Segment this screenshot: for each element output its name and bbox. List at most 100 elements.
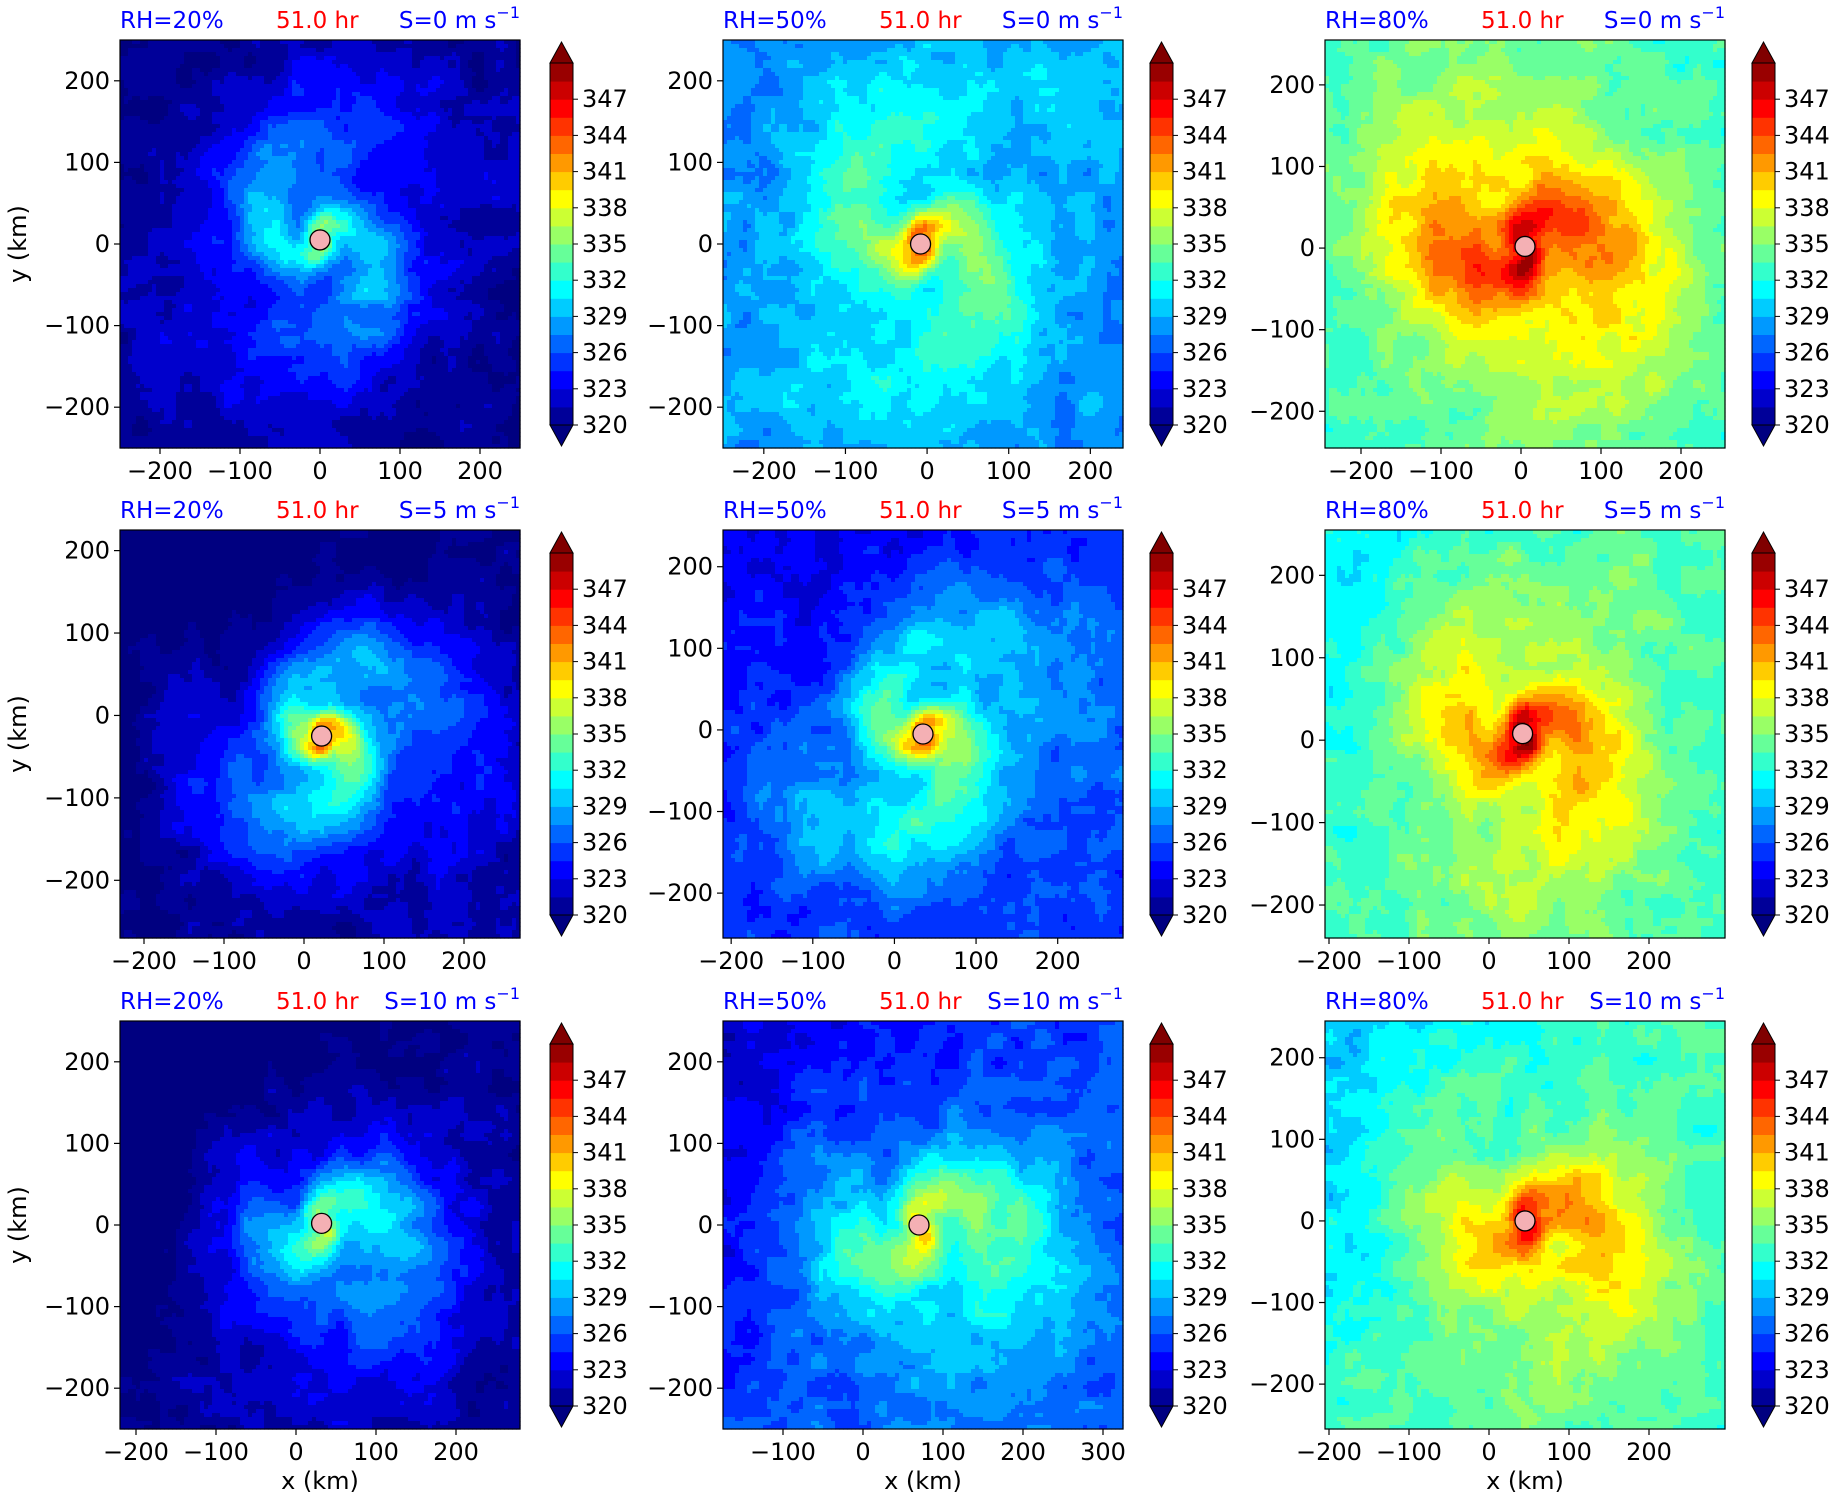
heatmap-cell bbox=[328, 44, 333, 49]
heatmap-cell bbox=[296, 48, 301, 53]
heatmap-cell bbox=[356, 48, 361, 53]
heatmap-cell bbox=[148, 56, 153, 61]
heatmap-cell bbox=[340, 52, 345, 57]
heatmap-cell bbox=[156, 56, 161, 61]
heatmap-cell bbox=[412, 40, 417, 45]
heatmap-cell bbox=[360, 56, 365, 61]
heatmap-cell bbox=[360, 40, 365, 45]
heatmap-cell bbox=[212, 48, 217, 53]
heatmap-cell bbox=[492, 48, 497, 53]
heatmap-cell bbox=[404, 44, 409, 49]
heatmap-cell bbox=[460, 48, 465, 53]
heatmap-cell bbox=[424, 48, 429, 53]
heatmap-cell bbox=[128, 52, 133, 57]
heatmap-cell bbox=[480, 40, 485, 45]
heatmap-cell bbox=[132, 40, 137, 45]
heatmap-cell bbox=[360, 48, 365, 53]
heatmap-cell bbox=[468, 48, 473, 53]
heatmap-cell bbox=[188, 48, 193, 53]
heatmap-cell bbox=[352, 44, 357, 49]
heatmap-cell bbox=[208, 44, 213, 49]
heatmap-cell bbox=[232, 40, 237, 45]
heatmap-cell bbox=[292, 52, 297, 57]
heatmap-cell bbox=[384, 48, 389, 53]
heatmap-cell bbox=[368, 40, 373, 45]
heatmap-cell bbox=[224, 56, 229, 61]
heatmap-cell bbox=[148, 52, 153, 57]
heatmap-cell bbox=[396, 52, 401, 57]
heatmap-cell bbox=[256, 52, 261, 57]
heatmap-cell bbox=[432, 40, 437, 45]
heatmap-cell bbox=[392, 48, 397, 53]
heatmap-cell bbox=[204, 40, 209, 45]
heatmap-cell bbox=[356, 40, 361, 45]
heatmap-cell bbox=[184, 48, 189, 53]
heatmap-cell bbox=[280, 52, 285, 57]
heatmap-cell bbox=[444, 48, 449, 53]
heatmap-cell bbox=[204, 44, 209, 49]
heatmap-cell bbox=[420, 44, 425, 49]
heatmap-cell bbox=[232, 52, 237, 57]
heatmap-cell bbox=[408, 52, 413, 57]
heatmap-cell bbox=[480, 48, 485, 53]
heatmap-cell bbox=[388, 48, 393, 53]
heatmap-cell bbox=[500, 44, 505, 49]
heatmap-cell bbox=[320, 40, 325, 45]
heatmap-cell bbox=[424, 40, 429, 45]
heatmap-cell bbox=[184, 44, 189, 49]
heatmap-cell bbox=[164, 40, 169, 45]
heatmap-cell bbox=[240, 40, 245, 45]
heatmap-cell bbox=[416, 48, 421, 53]
heatmap-cell bbox=[172, 56, 177, 61]
heatmap-cell bbox=[316, 56, 321, 61]
heatmap-cell bbox=[164, 48, 169, 53]
heatmap-cell bbox=[268, 44, 273, 49]
heatmap-cell bbox=[236, 52, 241, 57]
heatmap-cell bbox=[276, 44, 281, 49]
heatmap-cell bbox=[388, 44, 393, 49]
heatmap-cell bbox=[192, 48, 197, 53]
heatmap-cell bbox=[344, 52, 349, 57]
heatmap-cell bbox=[336, 44, 341, 49]
heatmap-cell bbox=[292, 56, 297, 61]
heatmap-cell bbox=[328, 40, 333, 45]
heatmap-cell bbox=[276, 56, 281, 61]
heatmap-cell bbox=[304, 48, 309, 53]
heatmap-cell bbox=[208, 48, 213, 53]
heatmap-cell bbox=[508, 44, 513, 49]
heatmap-cell bbox=[228, 56, 233, 61]
heatmap-cell bbox=[292, 40, 297, 45]
heatmap-cell bbox=[128, 44, 133, 49]
heatmap-cell bbox=[476, 52, 481, 57]
heatmap-cell bbox=[388, 56, 393, 61]
heatmap-cell bbox=[132, 56, 137, 61]
heatmap-cell bbox=[420, 56, 425, 61]
heatmap-cell bbox=[236, 44, 241, 49]
heatmap-cell bbox=[400, 52, 405, 57]
heatmap-cell bbox=[288, 40, 293, 45]
heatmap-cell bbox=[264, 40, 269, 45]
heatmap-cell bbox=[228, 52, 233, 57]
heatmap-cell bbox=[180, 56, 185, 61]
heatmap-cell bbox=[160, 56, 165, 61]
heatmap-cell bbox=[192, 44, 197, 49]
heatmap-cell bbox=[220, 40, 225, 45]
heatmap-cell bbox=[148, 44, 153, 49]
heatmap-cell bbox=[244, 44, 249, 49]
heatmap-cell bbox=[436, 48, 441, 53]
heatmap-cell bbox=[392, 52, 397, 57]
heatmap-cell bbox=[384, 56, 389, 61]
heatmap-cell bbox=[412, 52, 417, 57]
heatmap-cell bbox=[176, 56, 181, 61]
heatmap-cell bbox=[420, 40, 425, 45]
heatmap-cell bbox=[476, 44, 481, 49]
heatmap-cell bbox=[332, 52, 337, 57]
heatmap-cell bbox=[244, 48, 249, 53]
heatmap-cell bbox=[176, 40, 181, 45]
heatmap-cell bbox=[316, 44, 321, 49]
heatmap-cell bbox=[512, 44, 517, 49]
heatmap-cell bbox=[344, 44, 349, 49]
heatmap-cell bbox=[504, 52, 509, 57]
heatmap-cell bbox=[332, 48, 337, 53]
